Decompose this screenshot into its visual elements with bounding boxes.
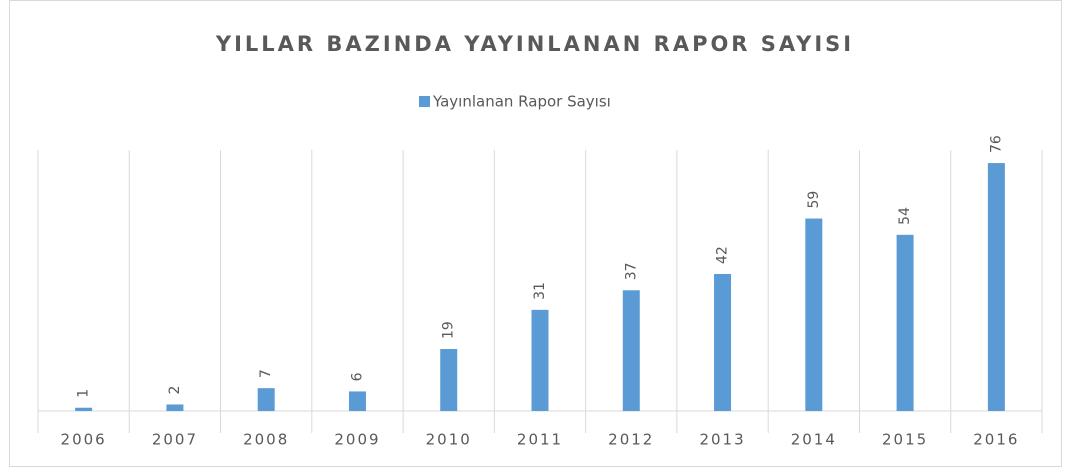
x-tick-label: 2007: [152, 431, 198, 449]
legend-swatch: [419, 96, 430, 107]
value-label: 76: [988, 135, 1004, 153]
value-label: 7: [258, 369, 274, 378]
value-label: 54: [897, 207, 913, 225]
bar: [714, 273, 732, 411]
bar: [531, 309, 549, 411]
x-tick-label: 2012: [608, 431, 654, 449]
value-label: 2: [167, 386, 183, 395]
value-label: 31: [532, 282, 548, 300]
chart-title: YILLAR BAZINDA YAYINLANAN RAPOR SAYISI: [215, 32, 854, 56]
bar: [987, 163, 1005, 411]
x-tick-label: 2013: [699, 431, 745, 449]
x-tick-label: 2008: [243, 431, 289, 449]
x-tick-label: 2010: [426, 431, 472, 449]
x-tick-label: 2014: [791, 431, 837, 449]
x-tick-label: 2015: [882, 431, 928, 449]
value-label: 19: [441, 321, 457, 339]
bar: [348, 391, 366, 411]
value-label: 59: [806, 191, 822, 209]
x-tick-label: 2011: [517, 431, 563, 449]
bar: [257, 388, 275, 411]
value-label: 42: [715, 246, 731, 264]
bar: [805, 218, 823, 411]
value-label: 1: [76, 389, 92, 398]
bar: [622, 290, 640, 411]
bar: [896, 234, 914, 411]
bar: [440, 349, 458, 411]
legend-label: Yayınlanan Rapor Sayısı: [432, 93, 611, 111]
x-tick-label: 2006: [61, 431, 107, 449]
value-label: 6: [349, 372, 365, 381]
bar: [75, 407, 93, 411]
bar: [166, 404, 184, 411]
value-label: 37: [623, 262, 639, 280]
x-tick-label: 2009: [334, 431, 380, 449]
x-tick-label: 2016: [973, 431, 1019, 449]
